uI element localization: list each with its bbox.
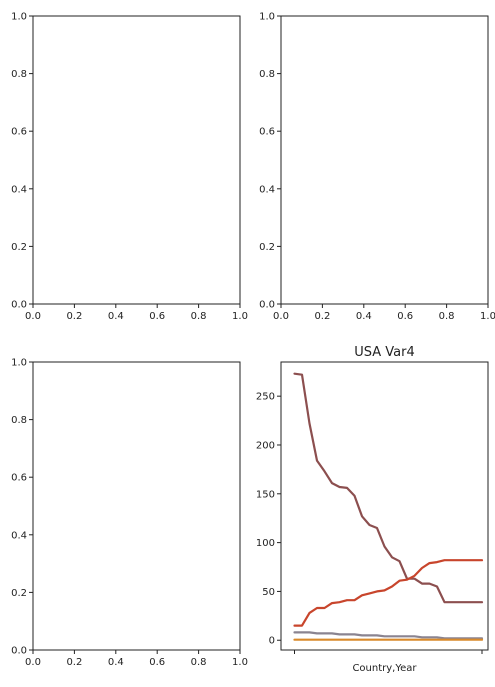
y-tick-label: 0.6 xyxy=(11,127,27,138)
y-tick-label: 1.0 xyxy=(11,358,27,369)
x-tick-label: 0.0 xyxy=(25,657,41,668)
y-tick-label: 0.6 xyxy=(259,127,275,138)
y-tick-label: 0.8 xyxy=(259,69,275,80)
y-tick-label: 0.8 xyxy=(11,69,27,80)
y-tick-label: 0.4 xyxy=(259,184,275,195)
panel-1: 0.0 0.2 0.4 0.6 0.8 1.0 0.0 0.2 0.4 0.6 0.8 1.0 xyxy=(11,12,248,323)
y-tick-label: 0.2 xyxy=(259,242,275,253)
y-tick-label: 0.4 xyxy=(11,530,27,541)
x-tick-label: 0.6 xyxy=(397,311,413,322)
axes-frame xyxy=(280,361,489,651)
x-axis-label: Country,Year xyxy=(352,663,417,674)
y-tick-label: 1.0 xyxy=(259,12,275,23)
x-tick-label: 0.2 xyxy=(314,311,330,322)
y-tick-label: 200 xyxy=(256,440,275,451)
y-tick-label: 50 xyxy=(262,587,275,598)
x-tick-label: 0.8 xyxy=(191,657,207,668)
x-tick-label: 0.6 xyxy=(149,311,165,322)
y-tick-label: 0.6 xyxy=(11,473,27,484)
x-tick-label: 0.0 xyxy=(273,311,289,322)
y-tick-label: 0.2 xyxy=(11,588,27,599)
y-tick-label: 0.0 xyxy=(259,300,275,311)
panel-3: 0.0 0.2 0.4 0.6 0.8 1.0 0.0 0.2 0.4 0.6 0.8 1.0 xyxy=(11,358,248,669)
chart-title: USA Var4 xyxy=(354,345,415,360)
series-line-1 xyxy=(293,372,484,604)
x-tick-label: 0.4 xyxy=(108,657,124,668)
panel-2: 0.0 0.2 0.4 0.6 0.8 1.0 0.0 0.2 0.4 0.6 0.8 1.0 xyxy=(259,12,495,323)
y-tick-label: 100 xyxy=(256,538,275,549)
y-tick-label: 250 xyxy=(256,392,275,403)
x-tick-label: 0.4 xyxy=(356,311,372,322)
y-tick-label: 0.0 xyxy=(11,646,27,657)
axes-frame xyxy=(32,361,241,651)
y-tick-label: 150 xyxy=(256,489,275,500)
x-tick-label: 1.0 xyxy=(232,311,248,322)
y-tick-label: 1.0 xyxy=(11,12,27,23)
x-tick-label: 0.4 xyxy=(108,311,124,322)
x-tick-label: 0.2 xyxy=(66,311,82,322)
series-line-2 xyxy=(293,559,484,627)
x-tick-label: 0.2 xyxy=(66,657,82,668)
x-tick-label: 0.8 xyxy=(191,311,207,322)
y-tick-label: 0 xyxy=(269,636,275,647)
x-tick-label: 1.0 xyxy=(232,657,248,668)
y-tick-label: 0.8 xyxy=(11,415,27,426)
axes-frame xyxy=(32,15,241,305)
x-tick-label: 1.0 xyxy=(480,311,495,322)
series-line-3 xyxy=(293,631,484,640)
x-tick-label: 0.0 xyxy=(25,311,41,322)
panel-4: 0 50 100 150 200 250 USA Var4 Country,Year xyxy=(256,345,489,674)
axes-frame xyxy=(280,15,489,305)
x-tick-label: 0.8 xyxy=(439,311,455,322)
y-tick-label: 0.4 xyxy=(11,184,27,195)
x-tick-label: 0.6 xyxy=(149,657,165,668)
y-tick-label: 0.0 xyxy=(11,300,27,311)
y-tick-label: 0.2 xyxy=(11,242,27,253)
